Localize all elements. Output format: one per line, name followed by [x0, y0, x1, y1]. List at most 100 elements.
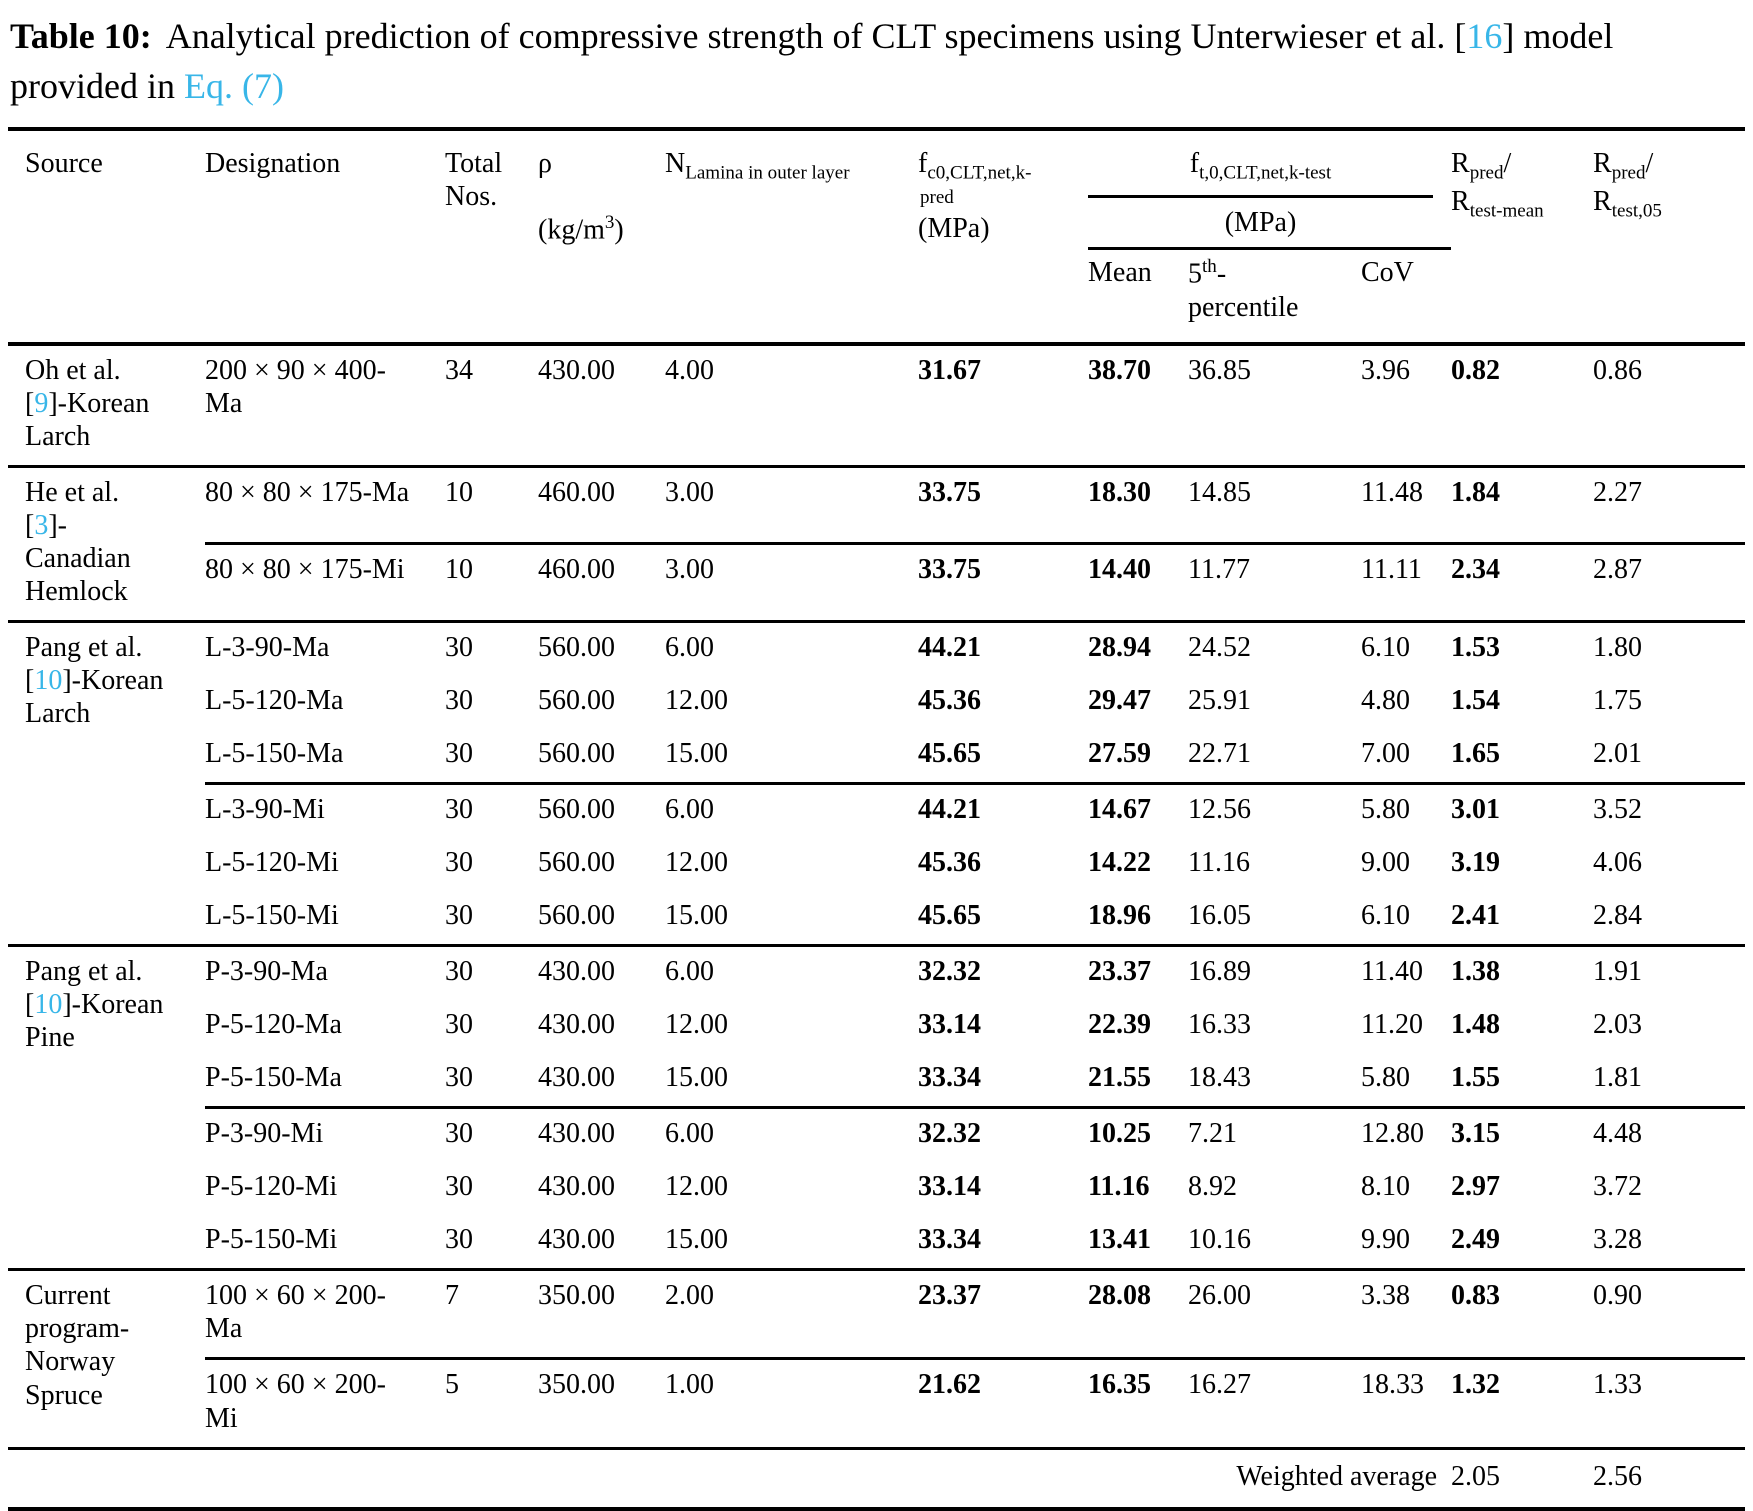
table-row: L-5-120-Ma 30 560.00 12.00 45.36 29.47 2…	[8, 676, 1745, 729]
citation-ref[interactable]: 3	[34, 509, 49, 541]
cell-designation: P-5-120-Mi	[205, 1171, 338, 1203]
cell-cov: 3.38	[1361, 1268, 1452, 1359]
cell-designation: P-5-120-Ma	[205, 1009, 342, 1041]
cell-source: He et al. [3]-Canadian Hemlock	[8, 464, 205, 622]
cell-cov: 18.33	[1361, 1357, 1452, 1449]
cell-n-lamina: 12.00	[665, 1009, 728, 1041]
cell-n-lamina: 4.00	[665, 342, 918, 467]
cell-n-lamina: 12.00	[665, 685, 728, 717]
cell-density: 350.00	[538, 1268, 665, 1359]
cell-fc0-pred: 45.65	[918, 738, 981, 770]
cell-fc0-pred: 45.36	[918, 685, 981, 717]
cell-cov: 12.80	[1361, 1106, 1452, 1163]
cell-density: 430.00	[538, 1106, 665, 1163]
cell-fc0-pred: 32.32	[918, 1106, 1088, 1163]
cell-mean: 29.47	[1088, 685, 1151, 717]
cell-5th-percentile: 36.85	[1188, 342, 1361, 467]
table-row: L-5-150-Ma 30 560.00 15.00 45.65 27.59 2…	[8, 729, 1745, 784]
cell-fc0-pred: 45.36	[918, 847, 981, 879]
cell-cov: 5.80	[1361, 1062, 1410, 1094]
cell-5th-percentile: 7.21	[1188, 1106, 1361, 1163]
cell-5th-percentile: 8.92	[1188, 1171, 1237, 1203]
cell-total-nos: 30	[445, 1171, 473, 1203]
cell-density: 560.00	[538, 620, 665, 677]
cell-density: 560.00	[538, 847, 615, 879]
cell-cov: 11.48	[1361, 464, 1452, 544]
cell-fc0-pred: 45.65	[918, 900, 981, 932]
cell-5th-percentile: 16.27	[1188, 1357, 1361, 1449]
table-row: P-5-120-Ma 30 430.00 12.00 33.14 22.39 1…	[8, 1000, 1745, 1053]
citation-ref[interactable]: 9	[34, 387, 49, 419]
citation-ref[interactable]: 10	[34, 665, 63, 697]
cell-r-pred-05: 2.03	[1593, 1009, 1643, 1041]
cell-fc0-pred: 33.34	[918, 1224, 981, 1256]
cell-r-pred-mean: 1.48	[1451, 1009, 1501, 1041]
cell-total-nos: 34	[445, 342, 538, 467]
cell-designation: 100 × 60 × 200-Ma	[205, 1268, 445, 1359]
cell-total-nos: 10	[445, 464, 538, 544]
cell-source: Pang et al. [10]-Korean Larch	[8, 620, 205, 946]
cell-density: 430.00	[538, 1062, 615, 1094]
cell-r-pred-mean: 2.49	[1451, 1224, 1501, 1256]
cell-fc0-pred: 44.21	[918, 620, 1088, 677]
cell-fc0-pred: 33.14	[918, 1171, 981, 1203]
rho-symbol: ρ	[538, 148, 552, 180]
table-row: Pang et al. [10]-Korean Larch L-3-90-Ma …	[8, 620, 1746, 946]
cell-mean: 11.16	[1088, 1171, 1150, 1203]
cell-n-lamina: 15.00	[665, 1062, 728, 1094]
cell-designation: L-5-150-Mi	[205, 900, 339, 932]
cell-r-pred-05: 2.27	[1593, 464, 1746, 544]
cell-mean: 27.59	[1088, 738, 1151, 770]
cell-5th-percentile: 16.05	[1188, 900, 1251, 932]
cell-cov: 9.90	[1361, 1224, 1410, 1256]
table-row: L-3-90-Mi 30 560.00 6.00 44.21 14.67 12.…	[8, 782, 1746, 839]
cell-mean: 14.67	[1088, 782, 1188, 839]
cell-r-pred-05: 1.75	[1593, 685, 1643, 717]
table-row: P-5-150-Mi 30 430.00 15.00 33.34 13.41 1…	[8, 1215, 1745, 1270]
table-row: Current program-Norway Spruce 100 × 60 ×…	[8, 1268, 1746, 1449]
cell-density: 430.00	[538, 1009, 615, 1041]
cell-r-pred-mean: 1.84	[1451, 464, 1594, 544]
cell-n-lamina: 6.00	[665, 620, 918, 677]
cell-total-nos: 30	[445, 1062, 473, 1094]
caption-text: Analytical prediction of compressive str…	[165, 16, 1467, 56]
cell-density: 430.00	[538, 1171, 615, 1203]
citation-ref-16[interactable]: 16	[1466, 16, 1503, 56]
cell-density: 560.00	[538, 738, 615, 770]
cell-r-pred-05: 2.84	[1593, 900, 1643, 932]
cell-fc0-pred: 33.75	[918, 542, 1088, 622]
cell-mean: 22.39	[1088, 1009, 1151, 1041]
cell-fc0-pred: 33.34	[918, 1062, 981, 1094]
cell-cov: 3.96	[1361, 342, 1452, 467]
cell-mean: 23.37	[1088, 944, 1188, 1001]
cell-fc0-pred: 23.37	[918, 1268, 1088, 1359]
header-r-pred-mean: Rpred/ Rtest-mean	[1451, 129, 1594, 346]
weighted-average-label: Weighted average	[8, 1446, 1452, 1509]
cell-n-lamina: 15.00	[665, 900, 728, 932]
cell-cov: 4.80	[1361, 685, 1410, 717]
table-row: P-5-150-Ma 30 430.00 15.00 33.34 21.55 1…	[8, 1053, 1745, 1108]
cell-cov: 11.20	[1361, 1009, 1423, 1041]
table-number: Table 10:	[10, 16, 152, 56]
equation-ref[interactable]: Eq. (7)	[183, 65, 284, 106]
cell-fc0-pred: 21.62	[918, 1357, 1088, 1449]
cell-source: Oh et al. [9]-Korean Larch	[8, 342, 205, 467]
header-total-nos: Total Nos.	[445, 129, 538, 346]
cell-cov: 7.00	[1361, 738, 1410, 770]
header-5th-percentile: 5th-percentile	[1188, 248, 1361, 346]
cell-r-pred-mean: 3.01	[1451, 782, 1594, 839]
cell-designation: L-5-120-Ma	[205, 685, 344, 717]
fc0-symbol-line2: pred	[920, 187, 954, 209]
table-row: 100 × 60 × 200-Mi 5 350.00 1.00 21.62 16…	[8, 1357, 1746, 1449]
cell-mean: 28.94	[1088, 620, 1188, 677]
cell-5th-percentile: 12.56	[1188, 782, 1361, 839]
cell-density: 560.00	[538, 900, 615, 932]
fc0-unit: (MPa)	[918, 212, 990, 244]
cell-weighted-r-05: 2.56	[1593, 1446, 1746, 1509]
citation-ref[interactable]: 10	[34, 989, 63, 1021]
cell-n-lamina: 12.00	[665, 1171, 728, 1203]
cell-r-pred-mean: 2.34	[1451, 542, 1594, 622]
cell-fc0-pred: 33.14	[918, 1009, 981, 1041]
cell-total-nos: 30	[445, 782, 538, 839]
